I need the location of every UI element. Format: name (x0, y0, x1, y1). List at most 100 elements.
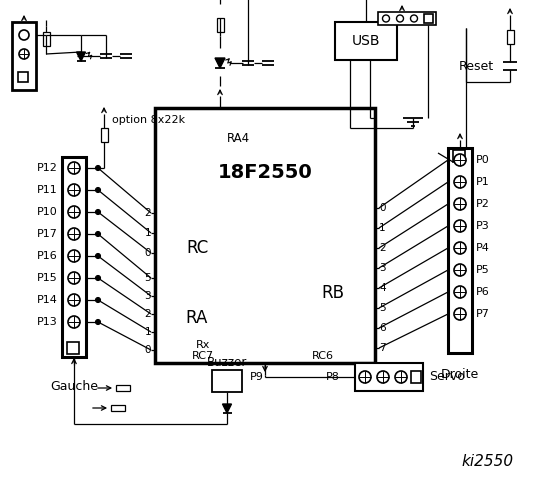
Circle shape (96, 298, 101, 302)
Text: 4: 4 (379, 283, 385, 293)
Text: RC7: RC7 (192, 351, 214, 361)
Circle shape (96, 188, 101, 192)
Text: P4: P4 (476, 243, 490, 253)
Circle shape (359, 371, 371, 383)
Text: 2: 2 (379, 243, 385, 253)
Text: 3: 3 (144, 291, 151, 301)
Text: P14: P14 (37, 295, 58, 305)
Text: P5: P5 (476, 265, 490, 275)
Text: RB: RB (321, 284, 345, 302)
Circle shape (96, 209, 101, 215)
Circle shape (96, 253, 101, 259)
Polygon shape (76, 52, 86, 61)
Bar (378, 12, 436, 25)
Circle shape (454, 308, 466, 320)
Text: 0: 0 (379, 203, 385, 213)
Circle shape (96, 166, 101, 170)
Bar (212, 370, 242, 392)
Text: 18F2550: 18F2550 (218, 164, 312, 182)
Text: P17: P17 (37, 229, 58, 239)
Circle shape (454, 154, 466, 166)
Text: P10: P10 (37, 207, 58, 217)
Circle shape (68, 272, 80, 284)
Text: P12: P12 (37, 163, 58, 173)
Circle shape (410, 15, 418, 22)
Text: 1: 1 (144, 327, 151, 337)
Text: P9: P9 (250, 372, 264, 382)
Text: P1: P1 (476, 177, 490, 187)
Text: Reset: Reset (459, 60, 494, 72)
Circle shape (19, 49, 29, 59)
Text: P15: P15 (37, 273, 58, 283)
Text: 7: 7 (379, 343, 385, 353)
Text: Gauche: Gauche (50, 381, 98, 394)
Text: 1: 1 (144, 228, 151, 238)
Text: 2: 2 (144, 309, 151, 319)
Text: Servo: Servo (429, 371, 465, 384)
Polygon shape (222, 404, 232, 413)
Bar (217, 18, 223, 32)
Circle shape (383, 15, 389, 22)
Bar (424, 14, 433, 23)
Text: RA: RA (186, 309, 208, 327)
Text: 1: 1 (379, 223, 385, 233)
Bar (507, 30, 514, 44)
Text: P3: P3 (476, 221, 490, 231)
Circle shape (68, 250, 80, 262)
Circle shape (397, 15, 404, 22)
Text: 0: 0 (144, 248, 151, 258)
Circle shape (68, 184, 80, 196)
Text: 0: 0 (144, 345, 151, 355)
Circle shape (454, 220, 466, 232)
Bar (43, 32, 50, 46)
Text: RC6: RC6 (312, 351, 334, 361)
Circle shape (377, 371, 389, 383)
Circle shape (454, 264, 466, 276)
Text: RC: RC (186, 239, 208, 257)
Bar (12, 22, 36, 90)
Bar (355, 363, 423, 391)
Text: ki2550: ki2550 (462, 455, 514, 469)
Text: option 8x22k: option 8x22k (112, 115, 185, 125)
Text: Rx: Rx (196, 340, 210, 350)
Bar (448, 148, 472, 353)
Circle shape (454, 176, 466, 188)
Bar (62, 157, 86, 357)
Text: P6: P6 (476, 287, 490, 297)
Text: Droite: Droite (441, 369, 479, 382)
Text: Buzzer: Buzzer (207, 356, 247, 369)
Circle shape (68, 228, 80, 240)
Text: 6: 6 (379, 323, 385, 333)
Text: 5: 5 (144, 273, 151, 283)
Circle shape (96, 231, 101, 237)
Text: 3: 3 (379, 263, 385, 273)
Bar (453, 150, 465, 162)
Circle shape (454, 198, 466, 210)
Text: P13: P13 (37, 317, 58, 327)
Text: RA4: RA4 (227, 132, 250, 144)
Bar (101, 128, 107, 142)
Text: P16: P16 (37, 251, 58, 261)
Circle shape (19, 30, 29, 40)
Circle shape (96, 320, 101, 324)
Bar (155, 108, 375, 363)
Circle shape (68, 206, 80, 218)
Polygon shape (215, 58, 225, 68)
Text: P0: P0 (476, 155, 490, 165)
Text: P11: P11 (37, 185, 58, 195)
Bar (411, 371, 421, 383)
Bar (18, 72, 28, 82)
Text: USB: USB (352, 34, 380, 48)
Bar (116, 385, 130, 391)
Circle shape (454, 286, 466, 298)
Circle shape (68, 294, 80, 306)
Circle shape (68, 316, 80, 328)
Circle shape (68, 162, 80, 174)
Bar (111, 405, 125, 411)
Circle shape (454, 242, 466, 254)
Circle shape (96, 276, 101, 280)
Text: P2: P2 (476, 199, 490, 209)
Text: P8: P8 (326, 372, 340, 382)
Text: 5: 5 (379, 303, 385, 313)
Text: 2: 2 (144, 208, 151, 218)
